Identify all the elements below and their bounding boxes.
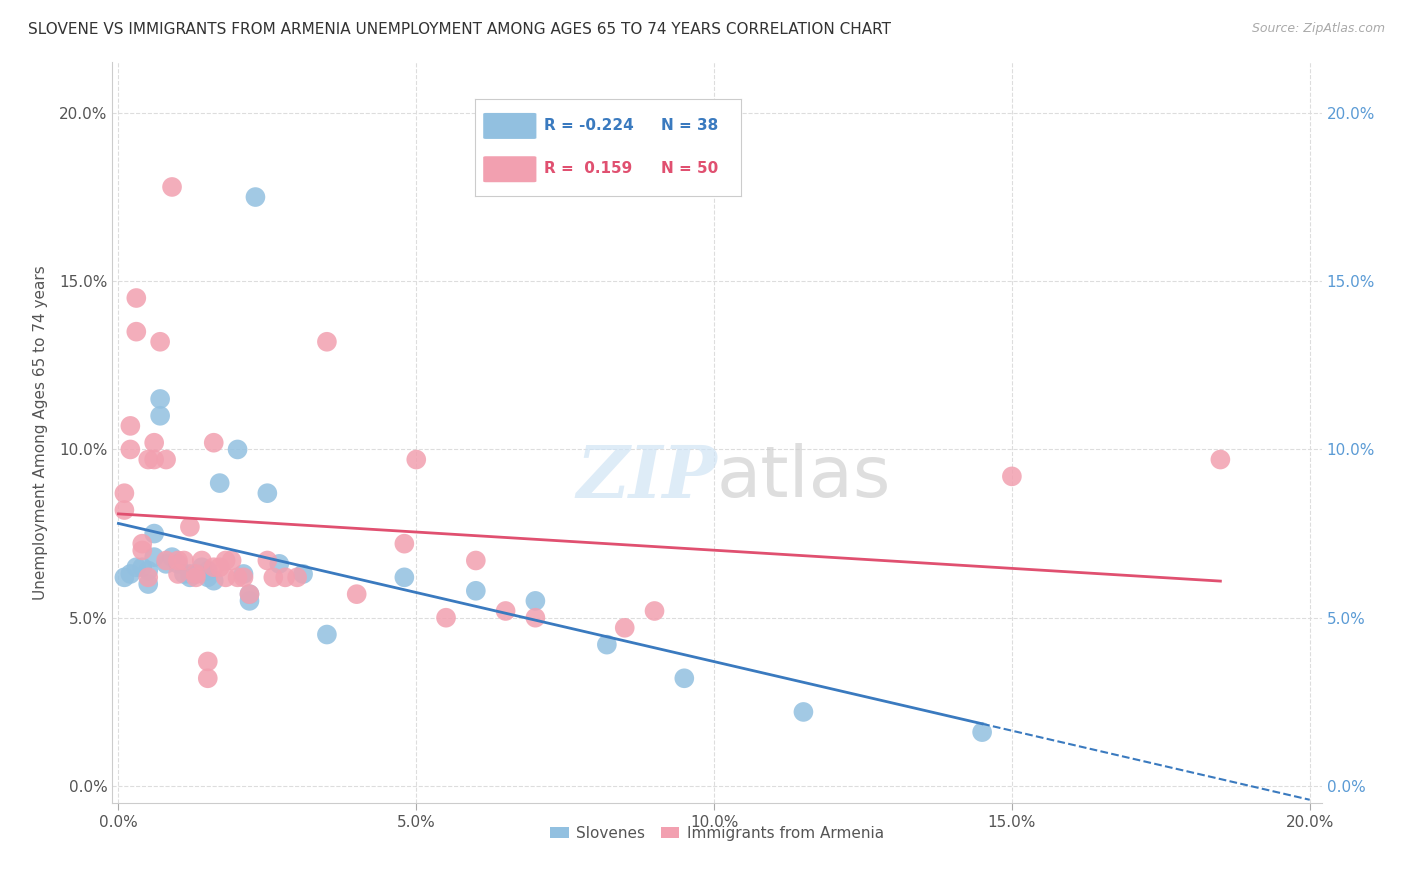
Point (149, 334, 172, 349)
Point (112, 486, 135, 500)
Point (125, 560, 148, 574)
Point (136, 570, 159, 584)
Point (131, 543, 153, 558)
Point (155, 557, 177, 571)
Point (120, 442, 142, 457)
Point (394, 536, 416, 550)
Point (405, 452, 427, 467)
Point (613, 621, 636, 635)
Point (120, 418, 142, 433)
Text: Source: ZipAtlas.com: Source: ZipAtlas.com (1251, 22, 1385, 36)
Point (238, 587, 260, 601)
Point (131, 536, 153, 550)
Point (238, 587, 260, 601)
Point (167, 557, 190, 571)
Point (316, 627, 339, 641)
Point (143, 550, 166, 565)
Point (179, 570, 201, 584)
Point (155, 553, 177, 567)
Point (202, 574, 225, 588)
Point (274, 570, 297, 584)
Point (226, 570, 249, 584)
Point (160, 180, 183, 194)
Point (167, 553, 190, 567)
Point (394, 570, 416, 584)
Point (245, 190, 267, 204)
Point (434, 610, 457, 624)
Point (136, 452, 159, 467)
Text: ZIP: ZIP (576, 442, 717, 513)
Point (346, 587, 368, 601)
Point (214, 553, 236, 567)
Legend: Slovenes, Immigrants from Armenia: Slovenes, Immigrants from Armenia (544, 820, 890, 847)
Point (155, 452, 177, 467)
Point (316, 334, 339, 349)
Y-axis label: Unemployment Among Ages 65 to 74 years: Unemployment Among Ages 65 to 74 years (34, 265, 48, 600)
Point (232, 566, 254, 581)
Point (1209, 452, 1232, 467)
Point (197, 564, 219, 578)
Point (972, 725, 994, 739)
Point (131, 560, 153, 574)
Point (143, 435, 166, 450)
Point (197, 671, 219, 685)
Point (232, 570, 254, 584)
Point (160, 550, 183, 565)
Point (269, 557, 291, 571)
Point (184, 570, 207, 584)
Point (256, 553, 278, 567)
Point (495, 604, 517, 618)
Point (1001, 469, 1024, 483)
Point (262, 570, 284, 584)
Point (256, 486, 278, 500)
Point (464, 553, 486, 567)
Point (208, 476, 231, 491)
Point (202, 560, 225, 574)
Point (173, 566, 195, 581)
Point (524, 594, 547, 608)
Point (167, 566, 190, 581)
Point (136, 564, 159, 578)
Point (214, 570, 236, 584)
Point (179, 566, 201, 581)
Text: SLOVENE VS IMMIGRANTS FROM ARMENIA UNEMPLOYMENT AMONG AGES 65 TO 74 YEARS CORREL: SLOVENE VS IMMIGRANTS FROM ARMENIA UNEMP… (28, 22, 891, 37)
Point (202, 435, 225, 450)
Point (191, 560, 214, 574)
Point (292, 566, 315, 581)
Point (221, 553, 243, 567)
Point (143, 526, 166, 541)
Point (143, 452, 166, 467)
Point (120, 566, 142, 581)
Point (136, 577, 159, 591)
Point (125, 325, 148, 339)
Point (226, 442, 249, 457)
Point (238, 594, 260, 608)
Point (191, 553, 214, 567)
Point (149, 392, 172, 406)
Point (173, 553, 195, 567)
Point (285, 570, 308, 584)
Point (112, 570, 135, 584)
Point (197, 570, 219, 584)
Point (524, 610, 547, 624)
Point (792, 705, 814, 719)
Point (197, 655, 219, 669)
Point (184, 566, 207, 581)
Point (464, 583, 486, 598)
Point (149, 409, 172, 423)
Point (644, 604, 666, 618)
Point (125, 291, 148, 305)
Point (112, 503, 135, 517)
Point (179, 520, 201, 534)
Point (184, 566, 207, 581)
Point (208, 560, 231, 574)
Text: atlas: atlas (717, 442, 891, 511)
Point (673, 671, 696, 685)
Point (596, 638, 619, 652)
